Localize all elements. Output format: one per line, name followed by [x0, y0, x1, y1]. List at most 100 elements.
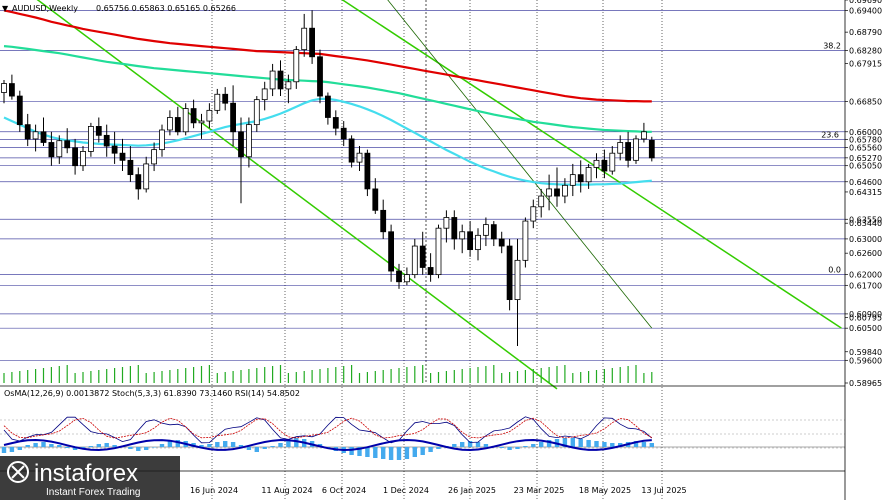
candle-body: [475, 234, 481, 251]
time-tick-label: 13 Jul 2025: [641, 486, 686, 495]
candle-body: [159, 129, 165, 151]
osma-bar: [254, 447, 259, 452]
price-tick-label: 0.64315: [849, 188, 882, 197]
candle-body: [95, 126, 102, 136]
candle-body: [411, 245, 418, 276]
candle-body: [245, 124, 252, 158]
candle-body: [285, 81, 292, 90]
candle-body: [103, 134, 110, 147]
channel-line: [387, 0, 653, 329]
osma-bar: [507, 447, 512, 450]
osma-bar: [294, 438, 299, 447]
osma-bar: [215, 442, 220, 447]
fib-labels: 38.2 23.6 0.0: [821, 41, 841, 274]
osma-bar: [483, 444, 489, 447]
logo-circle: [7, 461, 29, 483]
osma-bar: [238, 445, 244, 447]
osma-bar: [349, 447, 354, 455]
candles: [1, 10, 655, 347]
osma-bar: [515, 447, 520, 449]
osma-bar: [452, 444, 457, 447]
candle-body: [506, 245, 513, 301]
osma-bar: [112, 445, 117, 447]
candle-body: [340, 127, 347, 140]
candle-body: [514, 259, 521, 301]
osma-bar: [578, 439, 583, 447]
candle-body: [80, 151, 86, 167]
symbol-label: AUDUSD,Weekly: [12, 4, 78, 13]
candle-body: [522, 220, 529, 261]
candle-body: [174, 117, 181, 133]
candle-body: [633, 138, 639, 161]
osma-bar: [633, 441, 639, 447]
candle-body: [8, 83, 15, 97]
header-arrow-icon: ▼: [2, 4, 9, 13]
price-tick-label: 0.65270: [849, 154, 882, 163]
oscillator-header: OsMA(12,26,9) 0.0013872 Stoch(5,3,3) 61.…: [4, 389, 300, 398]
candle-body: [554, 188, 560, 197]
osma-bar: [159, 444, 165, 447]
price-tick-label: 0.60900: [849, 310, 882, 319]
price-tick-label: 0.63000: [849, 235, 882, 244]
candle-body: [143, 163, 150, 190]
trend-channels: [36, 0, 842, 390]
time-tick-label: 26 Jan 2025: [448, 486, 496, 495]
candle-body: [324, 95, 331, 118]
candle-body: [72, 147, 78, 167]
osma-bar: [199, 445, 204, 447]
osma-bar: [17, 447, 22, 450]
candle-body: [459, 231, 466, 240]
ohlc-label: 0.65756 0.65863 0.65165 0.65266: [96, 4, 236, 13]
candle-body: [88, 126, 94, 152]
osma-bar: [562, 438, 568, 447]
price-tick-label: 0.67915: [849, 59, 882, 68]
candle-body: [482, 224, 489, 236]
volume-bars: [3, 365, 653, 383]
osma-bar: [41, 442, 46, 447]
candle-body: [490, 224, 497, 240]
candle-body: [261, 88, 268, 101]
candle-body: [16, 95, 23, 126]
candle-body: [577, 174, 584, 183]
osma-bar: [618, 443, 623, 447]
candle-body: [641, 131, 647, 140]
osma-bar: [49, 444, 54, 447]
osma-bar: [649, 443, 654, 447]
candle-body: [277, 70, 284, 90]
osma-bar: [388, 447, 394, 460]
osma-bar: [539, 442, 544, 447]
osma-bar: [286, 440, 291, 447]
candle-body: [467, 231, 474, 251]
price-tick-label: 0.65050: [849, 162, 882, 171]
candle-body: [332, 117, 339, 129]
price-tick-label: 0.68280: [849, 46, 882, 55]
osma-bar: [175, 440, 180, 447]
osma-bar: [602, 442, 607, 447]
candle-body: [198, 120, 205, 124]
candle-body: [403, 274, 410, 283]
candle-body: [214, 93, 221, 111]
osma-bar: [1, 447, 7, 453]
price-axis-bg: [845, 0, 889, 500]
candle-body: [356, 152, 363, 163]
time-tick-label: 11 Aug 2024: [261, 486, 312, 495]
candle-body: [206, 109, 213, 122]
osma-bar: [396, 447, 402, 460]
price-tick-label: 0.65560: [849, 143, 882, 152]
candle-body: [269, 70, 276, 90]
time-tick-label: 6 Oct 2024: [322, 486, 366, 495]
candle-body: [48, 142, 55, 158]
price-tick-label: 0.64600: [849, 178, 882, 187]
osma-bar: [570, 438, 575, 447]
price-tick-label: 0.69690: [849, 0, 882, 5]
osma-bar: [262, 447, 267, 449]
stoch-main-line: [3, 416, 653, 444]
osma-bar: [104, 443, 109, 447]
price-tick-label: 0.59840: [849, 348, 882, 357]
channel-line: [341, 0, 842, 329]
price-tick-label: 0.66000: [849, 128, 882, 137]
osma-bar: [88, 446, 94, 447]
osma-bar: [641, 442, 647, 447]
candle-body: [443, 217, 450, 229]
candle-body: [253, 99, 260, 126]
